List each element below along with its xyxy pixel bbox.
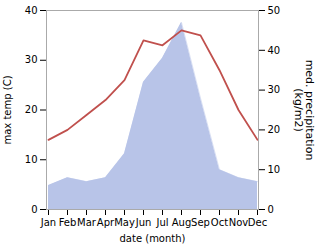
- svg-text:med. precipitation(kg/m2): med. precipitation(kg/m2): [292, 60, 316, 161]
- svg-text:Oct: Oct: [211, 217, 228, 228]
- svg-text:10: 10: [25, 154, 38, 165]
- svg-text:0: 0: [268, 204, 274, 215]
- svg-text:20: 20: [268, 124, 281, 135]
- svg-text:Jan: Jan: [40, 217, 56, 228]
- svg-text:Sep: Sep: [191, 217, 210, 228]
- svg-text:Dec: Dec: [248, 217, 267, 228]
- svg-text:Apr: Apr: [97, 217, 115, 228]
- svg-text:Mar: Mar: [77, 217, 97, 228]
- svg-text:20: 20: [25, 104, 38, 115]
- svg-text:30: 30: [268, 84, 281, 95]
- svg-text:Jun: Jun: [135, 217, 152, 228]
- svg-text:Jul: Jul: [155, 217, 168, 228]
- svg-text:40: 40: [268, 45, 281, 56]
- svg-text:0: 0: [31, 204, 37, 215]
- svg-text:30: 30: [25, 54, 38, 65]
- svg-text:50: 50: [268, 5, 281, 16]
- svg-text:Nov: Nov: [229, 217, 249, 228]
- svg-text:max temp (C): max temp (C): [2, 75, 13, 144]
- svg-text:date (month): date (month): [120, 233, 186, 244]
- svg-text:Aug: Aug: [172, 217, 192, 228]
- svg-text:May: May: [114, 217, 135, 228]
- svg-text:40: 40: [25, 5, 38, 16]
- svg-text:10: 10: [268, 164, 281, 175]
- svg-text:Feb: Feb: [59, 217, 77, 228]
